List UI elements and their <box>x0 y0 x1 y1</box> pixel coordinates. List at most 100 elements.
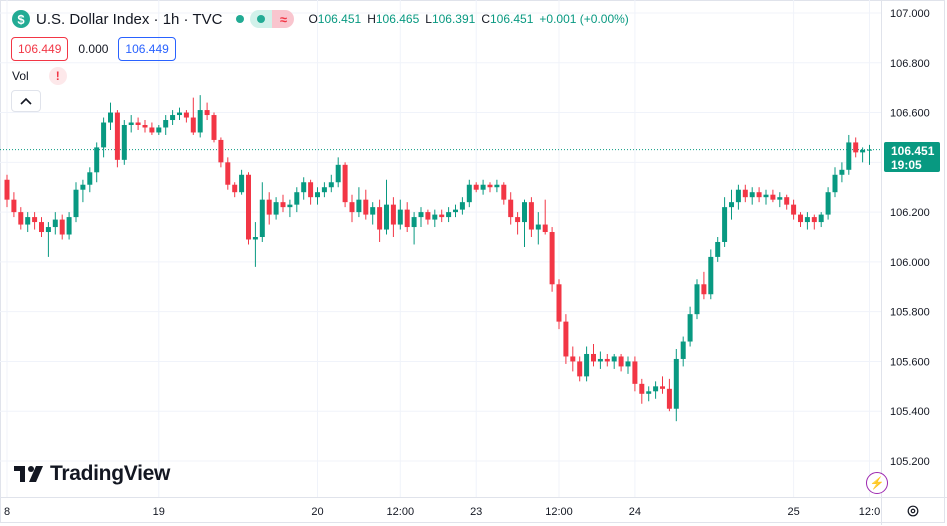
candle-body <box>749 192 755 198</box>
time-tick-label: 25 <box>787 506 799 518</box>
symbol-title[interactable]: U.S. Dollar Index · 1h · TVC <box>36 10 223 28</box>
close-label: C <box>481 12 490 26</box>
candle-body <box>584 353 590 377</box>
candle-body <box>563 321 569 357</box>
candle-body <box>287 204 293 208</box>
candle-body <box>363 199 369 215</box>
candle-body <box>756 192 762 198</box>
candle-body <box>308 182 314 198</box>
candle-body <box>425 212 431 220</box>
collapse-legend-button[interactable] <box>11 90 41 112</box>
candle-body <box>653 386 659 392</box>
candle-body <box>494 184 500 188</box>
candle-body <box>356 199 362 213</box>
candle-body <box>4 179 10 200</box>
ohlc-values: O106.451 H106.465 L106.391 C106.451 +0.001 (… <box>308 12 634 26</box>
chart-plot-area[interactable] <box>0 0 881 497</box>
tradingview-logo[interactable]: TradingView <box>14 462 170 486</box>
spread-value: 0.000 <box>78 42 109 56</box>
candle-body <box>853 142 859 153</box>
price-axis[interactable]: 105.200 105.400 105.600 105.800 106.000 106.2… <box>881 0 947 497</box>
last-price-tag: 106.451 19:05 <box>884 141 940 172</box>
change-value: +0.001 (+0.00%) <box>539 12 629 26</box>
approx-icon[interactable]: ≈ <box>272 10 295 28</box>
candle-body <box>722 207 728 242</box>
candle-body <box>239 174 245 193</box>
candle-body <box>729 202 734 208</box>
candle-body <box>860 149 866 153</box>
sell-price-button[interactable]: 106.449 <box>11 37 69 61</box>
candle-body <box>639 383 645 394</box>
lightning-icon[interactable]: ⚡ <box>866 472 888 494</box>
time-tick-label: 8 <box>4 506 10 518</box>
open-value: 106.451 <box>317 12 362 26</box>
time-axis[interactable]: 8 19 20 12:00 23 12:00 24 25 12:0 <box>0 497 881 525</box>
indicator-toggle[interactable]: ≈ <box>250 10 295 28</box>
candle-body <box>390 204 396 225</box>
buy-price-button[interactable]: 106.449 <box>118 37 176 61</box>
candle-body <box>515 217 521 223</box>
candle-body <box>404 209 410 228</box>
candle-body <box>80 184 86 190</box>
candle-body <box>246 174 251 240</box>
market-status-icon[interactable] <box>236 15 245 23</box>
volume-legend: Vol ! <box>12 67 67 85</box>
candle-body <box>121 125 127 160</box>
candle-body <box>66 217 72 235</box>
candle-body <box>18 212 24 225</box>
candle-body <box>777 197 783 200</box>
realtime-dot-icon[interactable] <box>250 10 273 28</box>
bar-countdown: 19:05 <box>891 157 922 172</box>
candle-body <box>163 120 169 128</box>
candle-body <box>101 122 107 148</box>
quote-row: 106.449 0.000 106.449 <box>11 37 176 61</box>
candle-body <box>218 139 224 163</box>
candle-body <box>177 112 182 116</box>
candle-body <box>846 142 852 170</box>
candle-body <box>446 212 452 218</box>
candle-body <box>108 112 113 123</box>
price-tick-label: 106.600 <box>890 108 930 120</box>
candle-body <box>522 202 527 223</box>
settings-icon[interactable] <box>906 504 920 518</box>
candle-body <box>453 209 458 213</box>
warning-icon[interactable]: ! <box>48 67 67 85</box>
candle-body <box>715 241 721 257</box>
candle-body <box>25 217 31 225</box>
candle-body <box>604 358 610 362</box>
candle-body <box>867 149 872 151</box>
candle-body <box>377 207 383 230</box>
candle-body <box>280 202 286 208</box>
price-tick-label: 106.000 <box>890 257 930 269</box>
price-axis-labels: 105.200 105.400 105.600 105.800 106.000 106.2… <box>890 8 930 468</box>
candle-body <box>432 214 438 220</box>
chart-legend-header: $ U.S. Dollar Index · 1h · TVC ≈ O106.45… <box>12 8 635 30</box>
time-tick-label: 12:00 <box>387 506 415 518</box>
candle-body <box>646 391 652 394</box>
candle-body <box>763 194 769 198</box>
chevron-up-icon <box>20 97 32 105</box>
candle-body <box>370 207 376 215</box>
candle-body <box>328 182 334 188</box>
candle-body <box>673 358 679 409</box>
candle-body <box>128 122 134 125</box>
high-value: 106.465 <box>375 12 420 26</box>
volume-label[interactable]: Vol <box>12 69 29 83</box>
candle-body <box>52 219 58 228</box>
low-value: 106.391 <box>431 12 476 26</box>
candle-body <box>735 189 741 203</box>
dollar-icon: $ <box>12 10 30 28</box>
price-tick-label: 105.600 <box>890 356 930 368</box>
low-label: L <box>425 12 432 26</box>
candle-body <box>225 162 231 185</box>
candle-body <box>384 204 389 230</box>
close-value: 106.451 <box>490 12 534 26</box>
time-tick-label: 23 <box>470 506 482 518</box>
candle-body <box>335 164 341 183</box>
candle-body <box>418 212 424 218</box>
candle-body <box>439 214 445 218</box>
price-tick-label: 107.000 <box>890 8 930 20</box>
candle-body <box>687 314 693 342</box>
candle-body <box>59 219 65 235</box>
time-tick-label: 24 <box>629 506 641 518</box>
